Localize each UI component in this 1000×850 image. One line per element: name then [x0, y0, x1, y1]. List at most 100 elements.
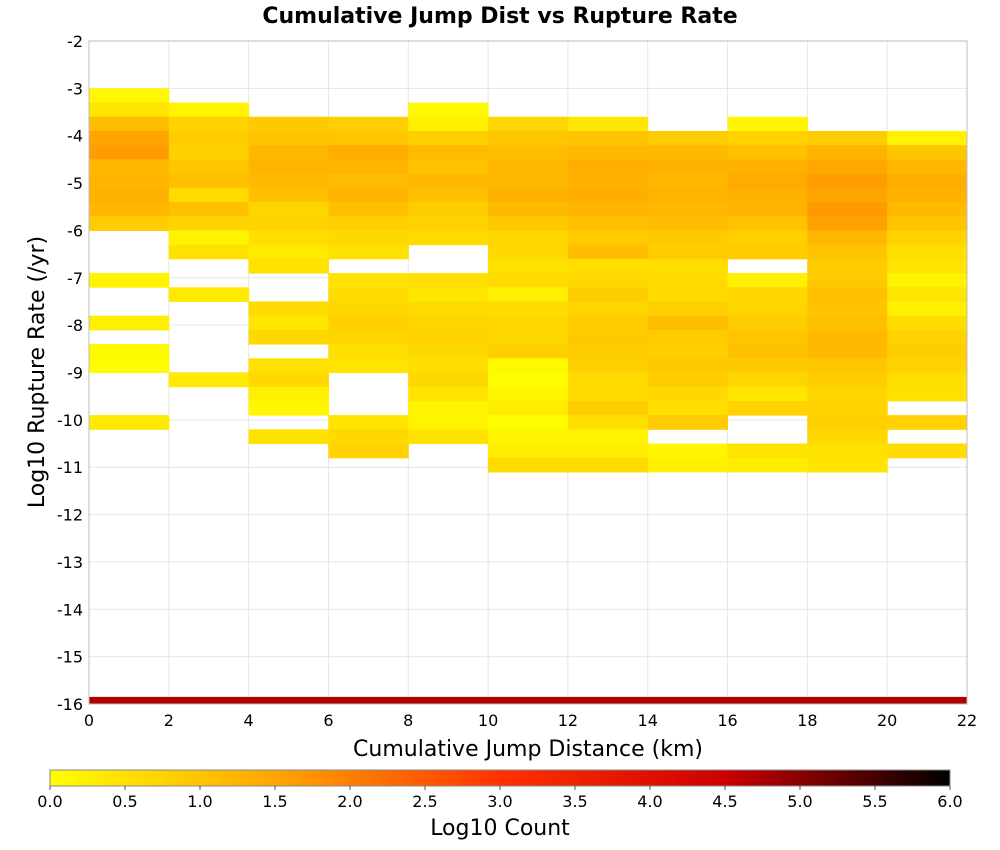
- y-tick-label: -8: [67, 316, 83, 335]
- heatmap-cell: [248, 258, 329, 274]
- heatmap-cell: [647, 258, 729, 274]
- heatmap-bottom-band: [89, 696, 967, 704]
- y-tick-label: -7: [67, 269, 83, 288]
- heatmap-cell: [488, 400, 569, 416]
- heatmap-cell: [567, 273, 649, 288]
- x-tick-label: 18: [797, 711, 817, 730]
- heatmap-cell: [168, 216, 250, 231]
- heatmap-cell: [647, 372, 729, 388]
- heatmap-cell: [328, 344, 409, 359]
- heatmap-cell: [248, 358, 329, 373]
- heatmap-cell: [89, 102, 170, 118]
- y-tick-label: -5: [67, 174, 83, 193]
- heatmap-cell: [488, 372, 569, 388]
- heatmap-cell: [727, 315, 808, 331]
- heatmap-cell: [567, 386, 649, 402]
- heatmap-cell: [248, 202, 329, 217]
- heatmap-cell: [408, 116, 489, 132]
- heatmap-cell: [647, 145, 729, 160]
- colorbar-tick-label: 6.0: [937, 792, 962, 811]
- heatmap-cell: [248, 429, 329, 445]
- heatmap-cell: [567, 130, 649, 146]
- colorbar: [49, 769, 951, 787]
- heatmap-cell: [89, 130, 170, 146]
- heatmap-cell: [647, 344, 729, 359]
- heatmap-cell: [647, 202, 729, 217]
- heatmap-cell: [647, 244, 729, 260]
- heatmap-cell: [488, 216, 569, 231]
- heatmap-cell: [328, 216, 409, 231]
- heatmap-cell: [168, 102, 250, 118]
- heatmap-cell: [567, 230, 649, 246]
- heatmap-cell: [168, 202, 250, 217]
- heatmap-cell: [807, 202, 888, 217]
- heatmap-cell: [887, 386, 968, 402]
- heatmap-cell: [488, 443, 569, 459]
- heatmap-cell: [647, 386, 729, 402]
- heatmap-cell: [887, 329, 968, 345]
- heatmap-cell: [248, 400, 329, 416]
- heatmap-cell: [807, 230, 888, 246]
- heatmap-cell: [408, 202, 489, 217]
- heatmap-cell: [807, 216, 888, 231]
- heatmap-cell: [408, 358, 489, 373]
- heatmap-cell: [328, 173, 409, 189]
- heatmap-cell: [408, 130, 489, 146]
- y-tick-label: -4: [67, 127, 83, 146]
- heatmap-cell: [887, 216, 968, 231]
- heatmap-cell: [89, 273, 170, 288]
- heatmap-cell: [727, 130, 808, 146]
- heatmap-cell: [807, 173, 888, 189]
- heatmap-cell: [488, 130, 569, 146]
- colorbar-tick-label: 1.5: [262, 792, 287, 811]
- heatmap-cell: [328, 315, 409, 331]
- heatmap-cell: [488, 386, 569, 402]
- y-tick-labels: -16 -15 -14 -13 -12 -11 -10 -9 -8 -7 -6 -5 -4 -3 -2: [57, 32, 83, 714]
- x-tick-label: 20: [877, 711, 897, 730]
- heatmap-cell: [887, 358, 968, 373]
- heatmap-cell: [89, 315, 170, 331]
- heatmap-cell: [727, 301, 808, 317]
- heatmap-cell: [807, 315, 888, 331]
- heatmap-cell: [727, 216, 808, 231]
- heatmap-cell: [807, 443, 888, 459]
- heatmap-cell: [89, 415, 170, 430]
- heatmap-cell: [89, 358, 170, 373]
- heatmap-cell: [567, 329, 649, 345]
- heatmap-cell: [89, 159, 170, 175]
- heatmap-cell: [567, 429, 649, 445]
- heatmap-cell: [727, 230, 808, 246]
- heatmap-cell: [328, 145, 409, 160]
- heatmap-cell: [488, 173, 569, 189]
- heatmap-cell: [488, 287, 569, 302]
- heatmap-cell: [807, 344, 888, 359]
- heatmap-cell: [887, 187, 968, 203]
- chart-title: Cumulative Jump Dist vs Rupture Rate: [262, 4, 737, 29]
- y-tick-label: -10: [57, 411, 83, 430]
- heatmap-cell: [567, 301, 649, 317]
- heatmap-cell: [408, 301, 489, 317]
- heatmap-cell: [887, 415, 968, 430]
- heatmap-cell: [647, 415, 729, 430]
- colorbar-tick-label: 2.0: [337, 792, 362, 811]
- heatmap-cell: [248, 315, 329, 331]
- heatmap-cell: [488, 187, 569, 203]
- colorbar-tick-label: 0.0: [37, 792, 62, 811]
- heatmap-cell: [887, 202, 968, 217]
- heatmap-cell: [408, 400, 489, 416]
- heatmap-cell: [647, 400, 729, 416]
- heatmap-cell: [887, 273, 968, 288]
- heatmap-cell: [807, 130, 888, 146]
- heatmap-cell: [807, 358, 888, 373]
- y-tick-label: -14: [57, 600, 83, 619]
- heatmap-cell: [488, 301, 569, 317]
- heatmap-cell: [567, 244, 649, 260]
- heatmap-cell: [408, 344, 489, 359]
- x-tick-label: 0: [84, 711, 94, 730]
- heatmap-cell: [168, 372, 250, 388]
- heatmap-cell: [408, 329, 489, 345]
- heatmap-cell: [567, 145, 649, 160]
- x-tick-label: 6: [323, 711, 333, 730]
- heatmap-cell: [488, 230, 569, 246]
